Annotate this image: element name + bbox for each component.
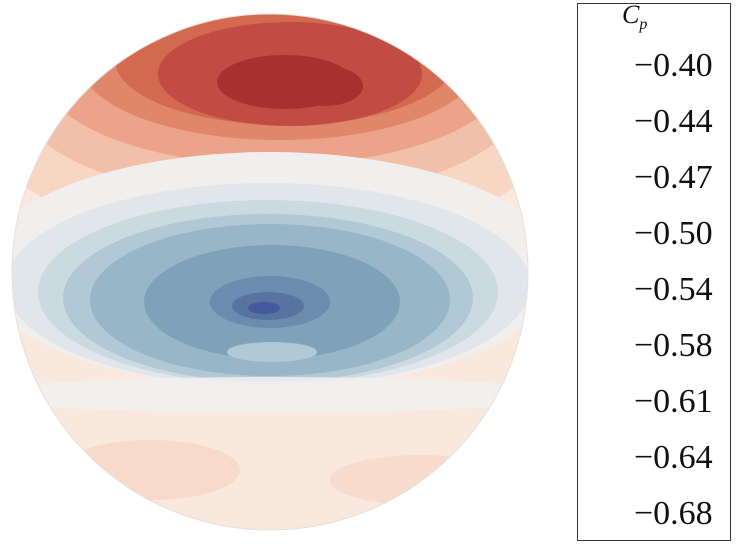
pressure-disc <box>12 14 528 530</box>
contour-middle-region <box>12 152 528 388</box>
disc-outline <box>11 13 529 531</box>
colorbar-tick-label: −0.64 <box>634 439 713 476</box>
colorbar-title: Cp <box>622 0 648 34</box>
colorbar-tick-label: −0.61 <box>634 383 713 420</box>
colorbar-tick-label: −0.54 <box>634 271 713 308</box>
legend-frame <box>577 3 731 541</box>
colorbar-tick-label: −0.40 <box>634 47 713 84</box>
colorbar-tick-label: −0.47 <box>634 159 713 196</box>
colorbar-tick-label: −0.50 <box>634 215 713 252</box>
colorbar-tick-label: −0.44 <box>634 103 713 140</box>
colorbar-tick-label: −0.68 <box>634 495 713 532</box>
colorbar-tick-label: −0.58 <box>634 327 713 364</box>
